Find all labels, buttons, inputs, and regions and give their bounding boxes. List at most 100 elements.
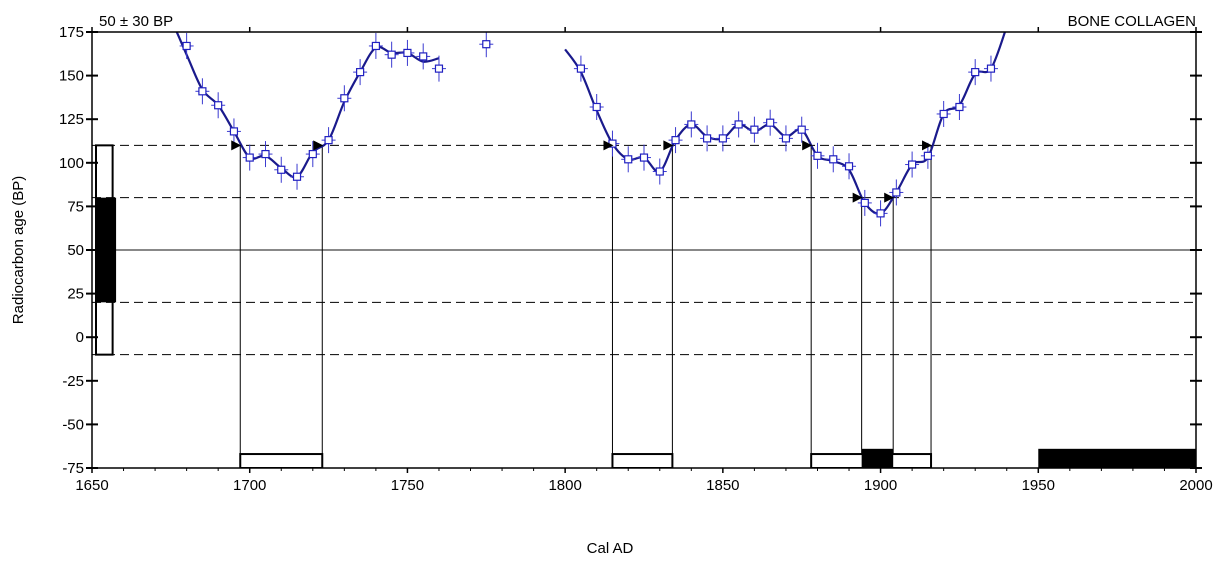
y-tick-label: -75	[62, 460, 84, 477]
two-sigma-range-bar	[611, 453, 674, 468]
data-point-marker	[986, 64, 996, 73]
data-point-marker	[813, 151, 822, 160]
data-point-marker	[829, 155, 838, 164]
data-point-marker	[245, 153, 254, 162]
calibration-data-point	[889, 179, 904, 206]
data-point-marker	[356, 68, 365, 77]
calibration-data-point	[274, 156, 289, 183]
x-tick-label: 1750	[391, 477, 424, 494]
y-tick-label: 100	[59, 155, 84, 172]
data-point-marker	[403, 48, 412, 58]
calibration-data-point	[715, 125, 730, 152]
data-point-marker	[576, 64, 586, 73]
sample-age-label: 50 ± 30 BP	[99, 13, 173, 30]
calibration-data-point	[211, 92, 226, 119]
probability-boxes	[95, 144, 117, 356]
intersection-arrow-marker	[922, 140, 933, 151]
calibration-data-point	[794, 116, 809, 143]
calibration-data-point	[368, 32, 383, 59]
data-point-marker	[797, 125, 806, 134]
data-point-marker	[387, 50, 396, 59]
data-point-marker	[261, 149, 270, 159]
two-sigma-range-bar	[239, 453, 324, 468]
calibration-data-point	[778, 125, 793, 152]
x-tick-label: 1950	[1022, 477, 1055, 494]
intersection-arrow-marker	[231, 140, 242, 151]
data-point-marker	[781, 134, 791, 143]
data-point-marker	[734, 120, 743, 129]
calibration-data-point	[621, 146, 636, 173]
calibration-data-point	[258, 141, 273, 168]
calibration-data-point	[573, 55, 588, 82]
calibration-data-point	[905, 151, 920, 178]
calibration-data-point	[652, 158, 667, 185]
y-tick-label: 50	[67, 242, 84, 259]
calibration-data-point	[857, 189, 872, 216]
calibration-data-point	[179, 32, 194, 59]
calibration-data-point	[637, 144, 651, 171]
y-tick-label: 25	[67, 286, 84, 303]
y-tick-label: 150	[59, 68, 84, 85]
calibration-data-point	[983, 55, 998, 82]
calibrated-range-bars	[239, 448, 1196, 468]
x-axis-title: Cal AD	[587, 540, 634, 557]
data-point-marker	[182, 41, 191, 51]
intersection-arrow-marker	[313, 140, 324, 151]
calibration-data-points	[179, 32, 998, 227]
data-point-marker	[592, 102, 601, 112]
calibration-data-point	[321, 127, 336, 154]
x-tick-label: 1650	[75, 477, 108, 494]
y-tick-label: -25	[62, 373, 84, 390]
data-point-marker	[860, 198, 869, 208]
data-point-marker	[482, 40, 491, 49]
data-point-marker	[308, 149, 317, 159]
data-point-marker	[955, 102, 964, 112]
calibration-data-point	[290, 163, 305, 190]
data-point-marker	[766, 118, 775, 127]
calibration-data-point	[668, 127, 683, 154]
data-point-marker	[639, 153, 649, 162]
data-point-marker	[939, 109, 948, 119]
calibration-data-point	[700, 125, 715, 152]
calibration-data-point	[952, 93, 967, 120]
calibration-data-point	[731, 111, 746, 138]
data-point-marker	[750, 125, 759, 134]
intersection-arrow-marker	[802, 140, 813, 151]
calibration-data-point	[747, 116, 762, 143]
calibration-data-point	[337, 85, 352, 112]
y-tick-label: -50	[62, 416, 84, 433]
data-point-marker	[340, 94, 349, 103]
x-tick-label: 1700	[233, 477, 266, 494]
calibration-data-point	[195, 78, 210, 105]
data-point-marker	[292, 172, 302, 181]
y-tick-label: 0	[76, 329, 84, 346]
calibration-data-point	[873, 200, 888, 227]
data-point-marker	[655, 167, 664, 176]
calibration-data-point	[305, 141, 320, 168]
data-point-marker	[876, 209, 885, 218]
calibration-data-point	[416, 43, 431, 70]
calibration-drop-lines	[239, 145, 932, 455]
intersection-arrow-marker	[663, 140, 674, 151]
calibration-data-point	[589, 93, 604, 120]
data-point-marker	[718, 134, 727, 143]
calibration-curve-line	[564, 32, 1007, 215]
calibration-data-point	[400, 39, 415, 66]
calibration-data-point	[936, 100, 951, 127]
data-point-marker	[324, 136, 333, 145]
calibration-data-point	[826, 146, 841, 173]
x-tick-label: 1900	[864, 477, 897, 494]
x-tick-label: 1800	[548, 477, 581, 494]
reference-lines	[92, 144, 1196, 356]
one-sigma-range-bar	[861, 448, 894, 468]
data-point-marker	[419, 52, 428, 61]
intersection-arrow-marker	[603, 140, 614, 151]
intersection-markers	[231, 140, 933, 203]
calibration-data-point	[968, 59, 983, 86]
calibration-data-point	[226, 118, 241, 145]
intersection-arrow-marker	[884, 192, 895, 203]
intersection-arrow-marker	[852, 192, 863, 203]
data-point-marker	[892, 188, 901, 197]
one-sigma-range-bar	[1038, 448, 1196, 468]
data-point-marker	[434, 64, 444, 73]
